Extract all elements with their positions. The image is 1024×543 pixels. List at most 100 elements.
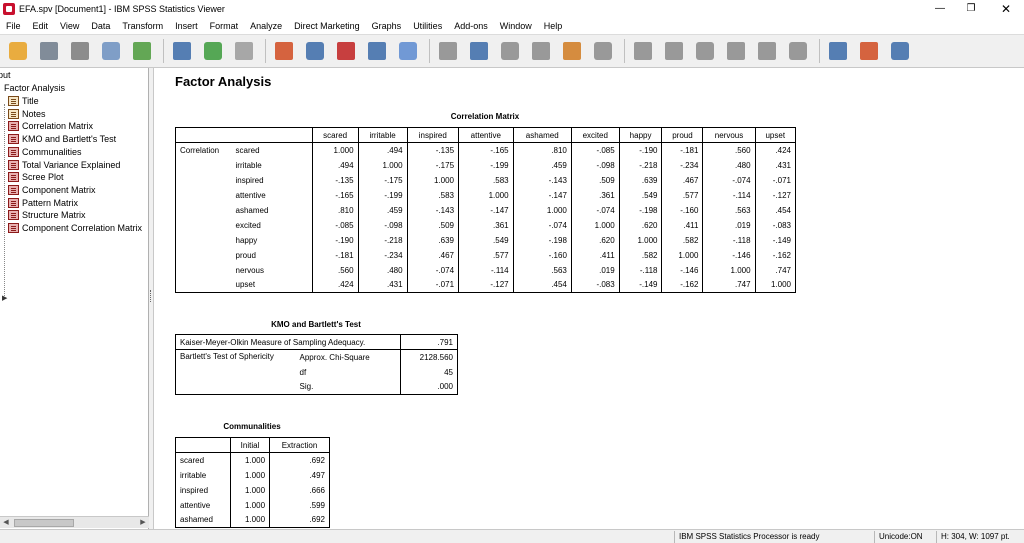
outline-root-label[interactable]: put — [0, 70, 11, 80]
outline-item-kmo-and-bartlett-s-test[interactable]: KMO and Bartlett's Test — [8, 133, 116, 145]
scroll-right-arrow-icon[interactable]: ▶ — [140, 519, 146, 526]
column-header: proud — [661, 127, 704, 143]
insert-text-button[interactable] — [529, 39, 553, 63]
table-row: irritable .494 1.000 -.175 -.199.459 -.098 -.2… — [176, 157, 797, 173]
designate-window-button[interactable] — [826, 39, 850, 63]
collapse-button[interactable] — [724, 39, 748, 63]
insert-title-button[interactable] — [498, 39, 522, 63]
outline-item-title[interactable]: Title — [8, 95, 39, 107]
maximize-button[interactable]: ❐ — [966, 3, 976, 14]
correlation-cell: -.085 — [312, 217, 359, 233]
correlation-cell: .583 — [407, 187, 460, 203]
menu-window[interactable]: Window — [499, 20, 532, 31]
open-button[interactable] — [6, 39, 30, 63]
correlation-cell: .747 — [755, 262, 797, 278]
previous-button[interactable] — [631, 39, 655, 63]
menu-transform[interactable]: Transform — [122, 20, 164, 31]
recall-dialog-icon — [173, 42, 191, 60]
menu-direct-marketing[interactable]: Direct Marketing — [294, 20, 360, 31]
insert-note-button[interactable] — [560, 39, 584, 63]
variables-button[interactable] — [365, 39, 389, 63]
row-header: irritable — [231, 157, 313, 173]
row-header: irritable — [175, 467, 231, 483]
redo-button[interactable] — [232, 39, 256, 63]
close-button[interactable]: ✕ — [1000, 2, 1012, 16]
outline-horizontal-scrollbar[interactable]: ◀ ▶ — [0, 516, 149, 528]
outline-item-pattern-matrix[interactable]: Pattern Matrix — [8, 197, 78, 209]
outline-item-total-variance-explained[interactable]: Total Variance Explained — [8, 159, 120, 171]
outline-factor-analysis[interactable]: Factor Analysis — [4, 83, 66, 93]
menu-data[interactable]: Data — [91, 20, 111, 31]
toolbar-separator — [265, 39, 266, 63]
table-row: attentive -.165 -.199.583 1.000 -.147.361.54… — [176, 187, 797, 203]
outline-item-scree-plot[interactable]: Scree Plot — [8, 171, 64, 183]
use-sets-button[interactable] — [396, 39, 420, 63]
outline-item-communalities[interactable]: Communalities — [8, 146, 82, 158]
insert-heading-button[interactable] — [467, 39, 491, 63]
status-size: H: 304, W: 1097 pt. — [936, 531, 1024, 543]
bartlett-stat-value: 45 — [444, 367, 453, 377]
goto-data-button[interactable] — [272, 39, 296, 63]
pane-splitter[interactable] — [149, 68, 154, 529]
toolbar — [0, 34, 1024, 68]
table-row: inspired 1.000 .666 — [175, 482, 330, 498]
correlation-cell: -.198 — [513, 232, 572, 248]
outline-item-component-correlation-matrix[interactable]: Component Correlation Matrix — [8, 222, 142, 234]
show-button[interactable] — [755, 39, 779, 63]
correlation-cell: -.074 — [513, 217, 572, 233]
undo-button[interactable] — [201, 39, 225, 63]
insert-note-icon — [563, 42, 581, 60]
toolbar-separator — [163, 39, 164, 63]
scroll-left-arrow-icon[interactable]: ◀ — [3, 519, 9, 526]
outline-item-notes[interactable]: Notes — [8, 108, 46, 120]
hide-button[interactable] — [786, 39, 810, 63]
output-heading[interactable]: Factor Analysis — [175, 74, 272, 89]
scroll-thumb[interactable] — [14, 519, 74, 527]
save-button[interactable] — [37, 39, 61, 63]
menu-view[interactable]: View — [60, 20, 80, 31]
menu-graphs[interactable]: Graphs — [371, 20, 402, 31]
outline-item-label: Structure Matrix — [22, 210, 86, 221]
goto-case-button[interactable] — [303, 39, 327, 63]
row-header: inspired — [175, 482, 231, 498]
insert-image-button[interactable] — [591, 39, 615, 63]
correlation-cell: -.165 — [458, 142, 514, 158]
menu-help[interactable]: Help — [543, 20, 563, 31]
toolbar-separator — [819, 39, 820, 63]
correlation-cell: .620 — [571, 232, 620, 248]
recall-dialog-button[interactable] — [170, 39, 194, 63]
export-button[interactable] — [130, 39, 154, 63]
next-button[interactable] — [662, 39, 686, 63]
menu-analyze[interactable]: Analyze — [250, 20, 283, 31]
create-chart-button[interactable] — [857, 39, 881, 63]
correlation-matrix-title: Correlation Matrix — [450, 112, 520, 121]
correlation-cell: -.098 — [358, 217, 408, 233]
menu-file[interactable]: File — [6, 20, 21, 31]
show-all-button[interactable] — [436, 39, 460, 63]
print-preview-button[interactable] — [99, 39, 123, 63]
menu-utilities[interactable]: Utilities — [413, 20, 443, 31]
correlation-matrix-table[interactable]: scared irritable inspired attentive ashamed e… — [175, 127, 797, 293]
menu-edit[interactable]: Edit — [32, 20, 49, 31]
menu-add-ons[interactable]: Add-ons — [454, 20, 488, 31]
outline-item-correlation-matrix[interactable]: Correlation Matrix — [8, 120, 93, 132]
expand-button[interactable] — [693, 39, 717, 63]
outline-item-structure-matrix[interactable]: Structure Matrix — [8, 209, 86, 221]
status-processor: IBM SPSS Statistics Processor is ready — [674, 531, 850, 543]
menu-insert[interactable]: Insert — [175, 20, 198, 31]
kmo-test-table[interactable]: Kaiser-Meyer-Olkin Measure of Sampling A… — [175, 334, 458, 395]
communalities-table[interactable]: Initial Extraction scared 1.000.692 irritabl… — [175, 437, 330, 528]
minimize-button[interactable]: — — [935, 3, 945, 14]
outline-item-component-matrix[interactable]: Component Matrix — [8, 184, 96, 196]
table-header-row: scared irritable inspired attentive ashamed e… — [175, 127, 797, 143]
row-group-label — [176, 218, 232, 233]
menu-format[interactable]: Format — [209, 20, 239, 31]
select-last-output-button[interactable] — [888, 39, 912, 63]
print-button[interactable] — [68, 39, 92, 63]
splitter-grip-icon[interactable] — [150, 290, 152, 302]
table-row: scared 1.000 .692 — [175, 452, 330, 468]
bartlett-stat-value: .000 — [437, 382, 453, 392]
correlation-cell: .019 — [702, 217, 756, 233]
goto-variable-button[interactable] — [334, 39, 358, 63]
outline-item-label: Notes — [22, 108, 46, 119]
